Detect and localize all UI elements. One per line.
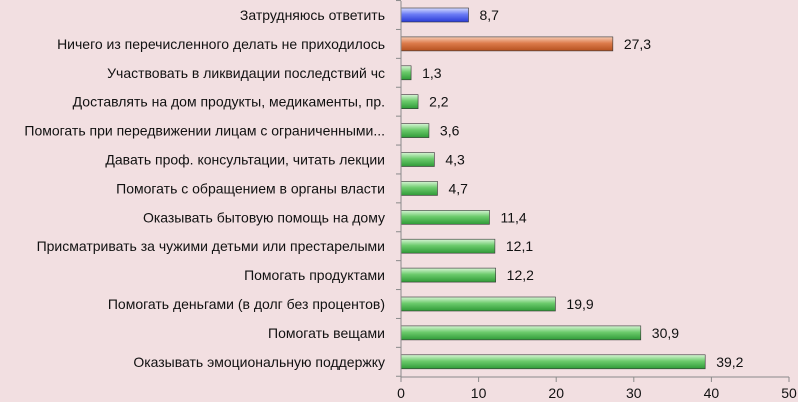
- value-label-5: 4,3: [445, 152, 465, 168]
- value-label-10: 19,9: [566, 296, 593, 312]
- category-label-11: Помогать вещами: [268, 325, 385, 341]
- bar-0: [400, 7, 469, 23]
- value-label-2: 1,3: [422, 65, 442, 81]
- bar-4: [400, 123, 430, 138]
- value-label-12: 39,2: [716, 354, 743, 370]
- value-label-11: 30,9: [652, 325, 679, 341]
- value-label-6: 4,7: [448, 180, 468, 196]
- x-tick-label-3: 30: [626, 385, 642, 401]
- bar-3: [400, 94, 419, 109]
- category-label-10: Помогать деньгами (в долг без процентов): [108, 296, 385, 312]
- bar-9: [400, 267, 496, 283]
- value-label-1: 27,3: [624, 36, 651, 52]
- category-label-7: Оказывать бытовую помощь на дому: [143, 209, 385, 225]
- bar-5: [400, 152, 435, 167]
- value-label-9: 12,2: [507, 267, 534, 283]
- category-label-4: Помогать при передвижении лицам с ограни…: [24, 123, 385, 139]
- value-label-3: 2,2: [429, 94, 449, 110]
- category-label-12: Оказывать эмоциональную поддержку: [133, 354, 385, 370]
- bar-8: [400, 238, 496, 254]
- category-label-6: Помогать с обращением в органы власти: [116, 180, 385, 196]
- bar-1: [400, 36, 614, 52]
- value-label-0: 8,7: [480, 7, 500, 23]
- x-tick-label-1: 10: [471, 385, 487, 401]
- category-label-5: Давать проф. консультации, читать лекции: [105, 152, 385, 168]
- category-label-9: Помогать продуктами: [244, 267, 385, 283]
- bar-12: [400, 354, 706, 370]
- category-label-2: Участвовать в ликвидации последствий чс: [107, 65, 385, 81]
- category-label-8: Присматривать за чужими детьми или прест…: [37, 238, 385, 254]
- bar-2: [400, 65, 412, 81]
- x-tick-label-5: 50: [781, 385, 797, 401]
- x-tick-label-4: 40: [704, 385, 720, 401]
- bar-6: [400, 181, 438, 196]
- category-label-1: Ничего из перечисленного делать не прихо…: [57, 36, 385, 52]
- category-label-3: Доставлять на дом продукты, медикаменты,…: [73, 94, 385, 110]
- bar-7: [400, 210, 490, 225]
- value-label-7: 11,4: [500, 209, 526, 225]
- x-tick-label-0: 0: [397, 385, 405, 401]
- value-label-8: 12,1: [506, 238, 533, 254]
- value-label-4: 3,6: [440, 123, 460, 139]
- x-tick-label-2: 20: [548, 385, 564, 401]
- bar-11: [400, 325, 642, 341]
- category-label-0: Затрудняюсь ответить: [240, 7, 385, 23]
- bar-10: [400, 296, 556, 312]
